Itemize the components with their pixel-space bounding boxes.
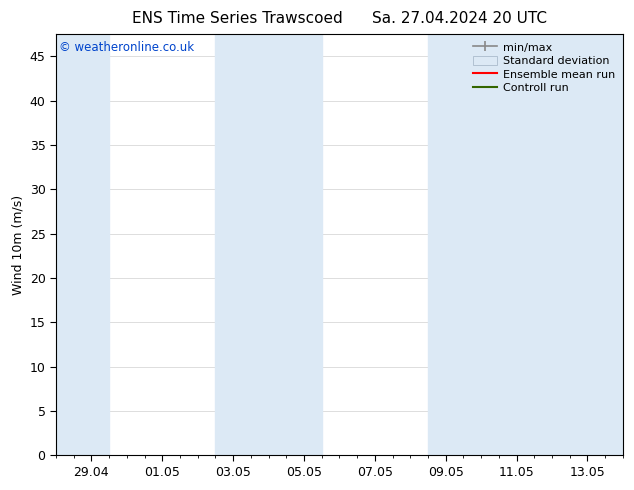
Bar xyxy=(53,34,109,456)
Legend: min/max, Standard deviation, Ensemble mean run, Controll run: min/max, Standard deviation, Ensemble me… xyxy=(470,40,618,96)
Text: © weatheronline.co.uk: © weatheronline.co.uk xyxy=(59,41,194,53)
Bar xyxy=(428,34,626,456)
Title: ENS Time Series Trawscoed      Sa. 27.04.2024 20 UTC: ENS Time Series Trawscoed Sa. 27.04.2024… xyxy=(132,11,547,26)
Bar xyxy=(216,34,321,456)
Y-axis label: Wind 10m (m/s): Wind 10m (m/s) xyxy=(11,195,24,295)
